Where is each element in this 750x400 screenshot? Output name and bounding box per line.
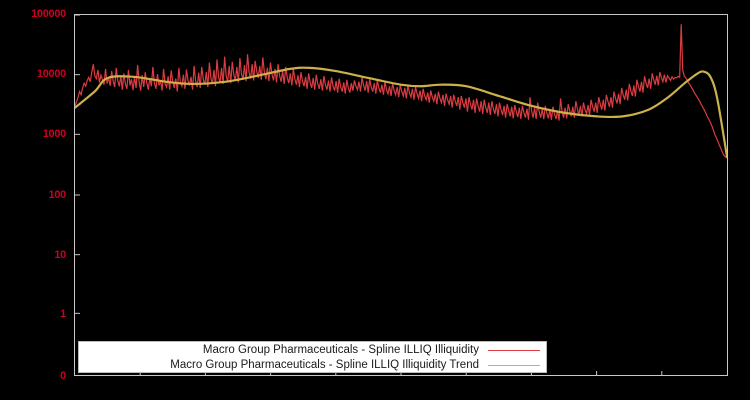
- plot-area: [74, 14, 728, 376]
- ticks-group: [75, 15, 663, 375]
- chart-canvas: [75, 15, 727, 375]
- y-tick-label-0: 0: [60, 370, 66, 382]
- series-line-illiquidity: [75, 24, 727, 159]
- legend-label-illiquidity-trend: Macro Group Pharmaceuticals - Spline ILL…: [170, 359, 479, 371]
- y-tick-label-1: 1: [60, 308, 66, 320]
- y-tick-label-1000: 1000: [42, 128, 67, 140]
- legend-swatch-illiquidity: [488, 350, 540, 351]
- legend-label-illiquidity: Macro Group Pharmaceuticals - Spline ILL…: [202, 344, 479, 356]
- y-axis-tick-labels: 100000 10000 1000 100 10 1 0: [0, 0, 74, 400]
- y-tick-label-100: 100: [48, 189, 67, 201]
- y-tick-label-10000: 10000: [36, 68, 66, 80]
- chart-legend: Macro Group Pharmaceuticals - Spline ILL…: [78, 341, 547, 373]
- y-tick-label-10: 10: [54, 249, 66, 261]
- y-tick-label-100000: 100000: [31, 8, 66, 20]
- series-line-illiquidity-trend: [75, 66, 727, 158]
- legend-item-illiquidity-trend: Macro Group Pharmaceuticals - Spline ILL…: [79, 358, 546, 373]
- legend-item-illiquidity: Macro Group Pharmaceuticals - Spline ILL…: [79, 343, 546, 358]
- legend-swatch-illiquidity-trend: [488, 365, 540, 366]
